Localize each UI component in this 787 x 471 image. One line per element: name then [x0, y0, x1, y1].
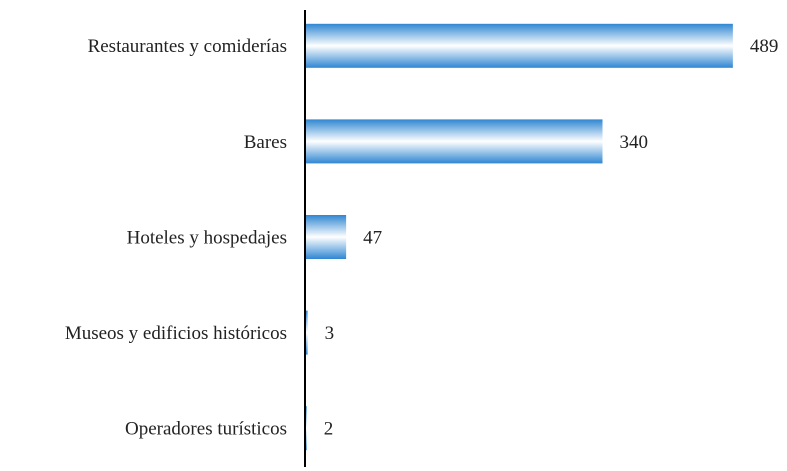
value-label: 2 — [324, 419, 334, 440]
bar — [305, 23, 733, 68]
bar — [305, 310, 308, 355]
value-label: 489 — [750, 36, 779, 57]
value-label: 3 — [325, 323, 335, 344]
category-label: Restaurantes y comiderías — [88, 36, 287, 57]
category-label: Operadores turísticos — [125, 419, 287, 440]
category-label: Bares — [244, 132, 287, 153]
value-label: 47 — [363, 227, 382, 248]
value-label: 340 — [620, 132, 649, 153]
bars: 489 340 47 3 2 — [305, 23, 779, 451]
bar — [305, 119, 603, 164]
category-label: Museos y edificios históricos — [65, 323, 287, 344]
bar — [305, 215, 347, 259]
category-label: Hoteles y hospedajes — [127, 227, 287, 248]
